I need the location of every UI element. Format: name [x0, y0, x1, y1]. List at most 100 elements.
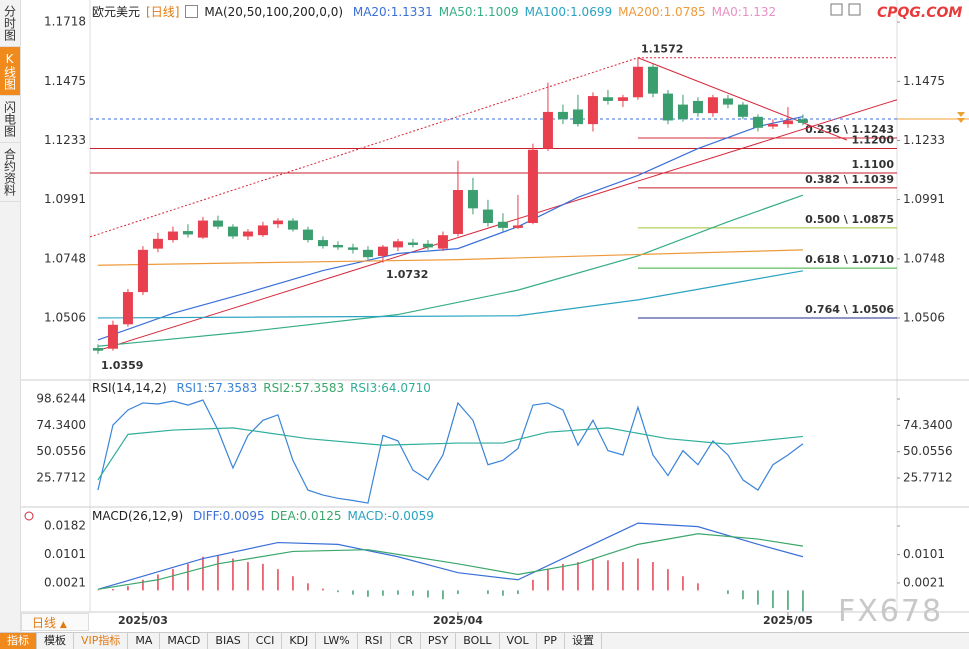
side-tab[interactable]: K线图 — [0, 47, 20, 96]
side-tab[interactable]: 分时图 — [0, 0, 20, 47]
indicator-line — [97, 194, 804, 347]
candle-body — [272, 220, 283, 225]
toolbar-item[interactable]: LW% — [316, 633, 358, 649]
candle-body — [722, 98, 733, 105]
layout-icon[interactable] — [830, 3, 843, 16]
candle-body — [242, 231, 253, 237]
macd-bar — [112, 588, 114, 591]
toolbar-item[interactable]: VOL — [500, 633, 537, 649]
candle-body — [617, 97, 628, 101]
candle-body — [572, 109, 583, 125]
y-tick-label: 50.0556 — [36, 444, 86, 458]
indicator-line — [97, 399, 804, 504]
macd-bar — [367, 590, 369, 597]
chart-icon[interactable] — [185, 5, 199, 18]
price-header: 欧元美元 [日线] MA(20,50,100,200,0,0) MA20:1.133… — [92, 3, 782, 20]
candle-body — [662, 93, 673, 121]
macd-bar — [337, 590, 339, 593]
indicator-line — [97, 249, 803, 266]
candle-body — [527, 149, 538, 223]
macd-bar — [307, 583, 309, 591]
candle-body — [512, 225, 523, 228]
side-tab[interactable]: 合约资料 — [0, 143, 20, 202]
macd-bar — [502, 590, 504, 596]
toolbar-item[interactable]: CCI — [249, 633, 283, 649]
toolbar-item[interactable]: BIAS — [208, 633, 249, 649]
period[interactable]: [日线] — [146, 5, 180, 19]
expand-icon[interactable] — [848, 3, 861, 16]
sidebar: 分时图 K线图 闪电图 合约资料 — [0, 0, 21, 632]
macd-bar — [727, 590, 729, 594]
legend-entry: MACD:-0.0059 — [347, 509, 434, 523]
candle-body — [257, 225, 268, 236]
settings-icon[interactable] — [24, 511, 34, 521]
level-label: 0.764 \ 1.0506 — [805, 303, 894, 316]
macd-bar — [277, 569, 279, 591]
macd-bar — [652, 562, 654, 591]
y-tick-label: 0.0021 — [44, 575, 86, 589]
macd-bar — [487, 590, 489, 594]
macd-bar — [322, 588, 324, 591]
watermark: FX678 — [838, 594, 944, 629]
macd-bar — [622, 562, 624, 591]
level-label: 0.618 \ 1.0710 — [805, 253, 894, 266]
rsi-header: RSI(14,14,2) RSI1:57.3583 RSI2:57.3583 RSI… — [92, 381, 437, 395]
toolbar-item[interactable]: 设置 — [565, 633, 602, 649]
indicator-line — [97, 270, 804, 319]
y-tick-label: 0.0182 — [44, 518, 86, 532]
toolbar-item[interactable]: MACD — [160, 633, 209, 649]
toolbar-item[interactable]: KDJ — [282, 633, 317, 649]
candle-body — [557, 111, 568, 120]
price-annotation: 1.0732 — [386, 268, 428, 281]
indicator-line — [97, 533, 804, 590]
legend-entry: MA200:1.0785 — [618, 5, 706, 19]
y-tick-label-right: 50.0556 — [903, 444, 953, 458]
y-tick-label-right: 1.0748 — [903, 251, 945, 265]
macd-bar — [772, 590, 774, 609]
indicator-line — [97, 115, 804, 341]
candle-body — [347, 247, 358, 250]
arrow: ▲ — [59, 620, 67, 630]
toolbar-item[interactable]: PSY — [421, 633, 457, 649]
toolbar-item[interactable]: CR — [391, 633, 421, 649]
candle-body — [137, 249, 148, 293]
macd-bar — [547, 569, 549, 591]
period-select[interactable]: 日线 ▲ — [21, 613, 89, 631]
legend-entry: MA0:1.132 — [711, 5, 777, 19]
indicator-line — [97, 427, 804, 481]
macd-bar — [397, 590, 399, 595]
y-tick-label: 1.0748 — [44, 251, 86, 265]
toolbar-item[interactable]: PP — [537, 633, 565, 649]
candle-body — [212, 220, 223, 227]
y-tick-label-right: 1.1233 — [903, 133, 945, 147]
candle-body — [227, 226, 238, 237]
y-tick-label-right: 0.0021 — [903, 575, 945, 589]
macd-bar — [742, 590, 744, 600]
macd-bar — [127, 586, 129, 591]
macd-bar — [427, 590, 429, 598]
candle-body — [782, 120, 793, 125]
trend-line — [637, 57, 848, 141]
macd-bar — [577, 562, 579, 591]
toolbar-item[interactable]: MA — [128, 633, 161, 649]
candle-body — [182, 231, 193, 235]
level-label: 0.382 \ 1.1039 — [805, 173, 894, 186]
macd-header: MACD(26,12,9) DIFF:0.0095 DEA:0.0125 MACD:… — [92, 509, 440, 523]
toolbar-item[interactable]: 指标 — [0, 633, 37, 649]
macd-bar — [232, 558, 234, 591]
macd-bar — [637, 558, 639, 591]
toolbar-item[interactable]: BOLL — [456, 633, 500, 649]
macd-bar — [787, 590, 789, 610]
toolbar-item[interactable]: 模板 — [37, 633, 74, 649]
macd-bar — [757, 590, 759, 605]
toolbar-item[interactable]: VIP指标 — [74, 633, 129, 649]
candle-body — [452, 190, 463, 234]
candle-body — [92, 347, 103, 351]
trend-line — [97, 99, 898, 352]
candle-body — [302, 229, 313, 241]
toolbar-item[interactable]: RSI — [358, 633, 391, 649]
candle-body — [407, 242, 418, 245]
legend-entry: MA20:1.1331 — [352, 5, 433, 19]
side-tab[interactable]: 闪电图 — [0, 96, 20, 143]
macd-bar — [667, 569, 669, 591]
